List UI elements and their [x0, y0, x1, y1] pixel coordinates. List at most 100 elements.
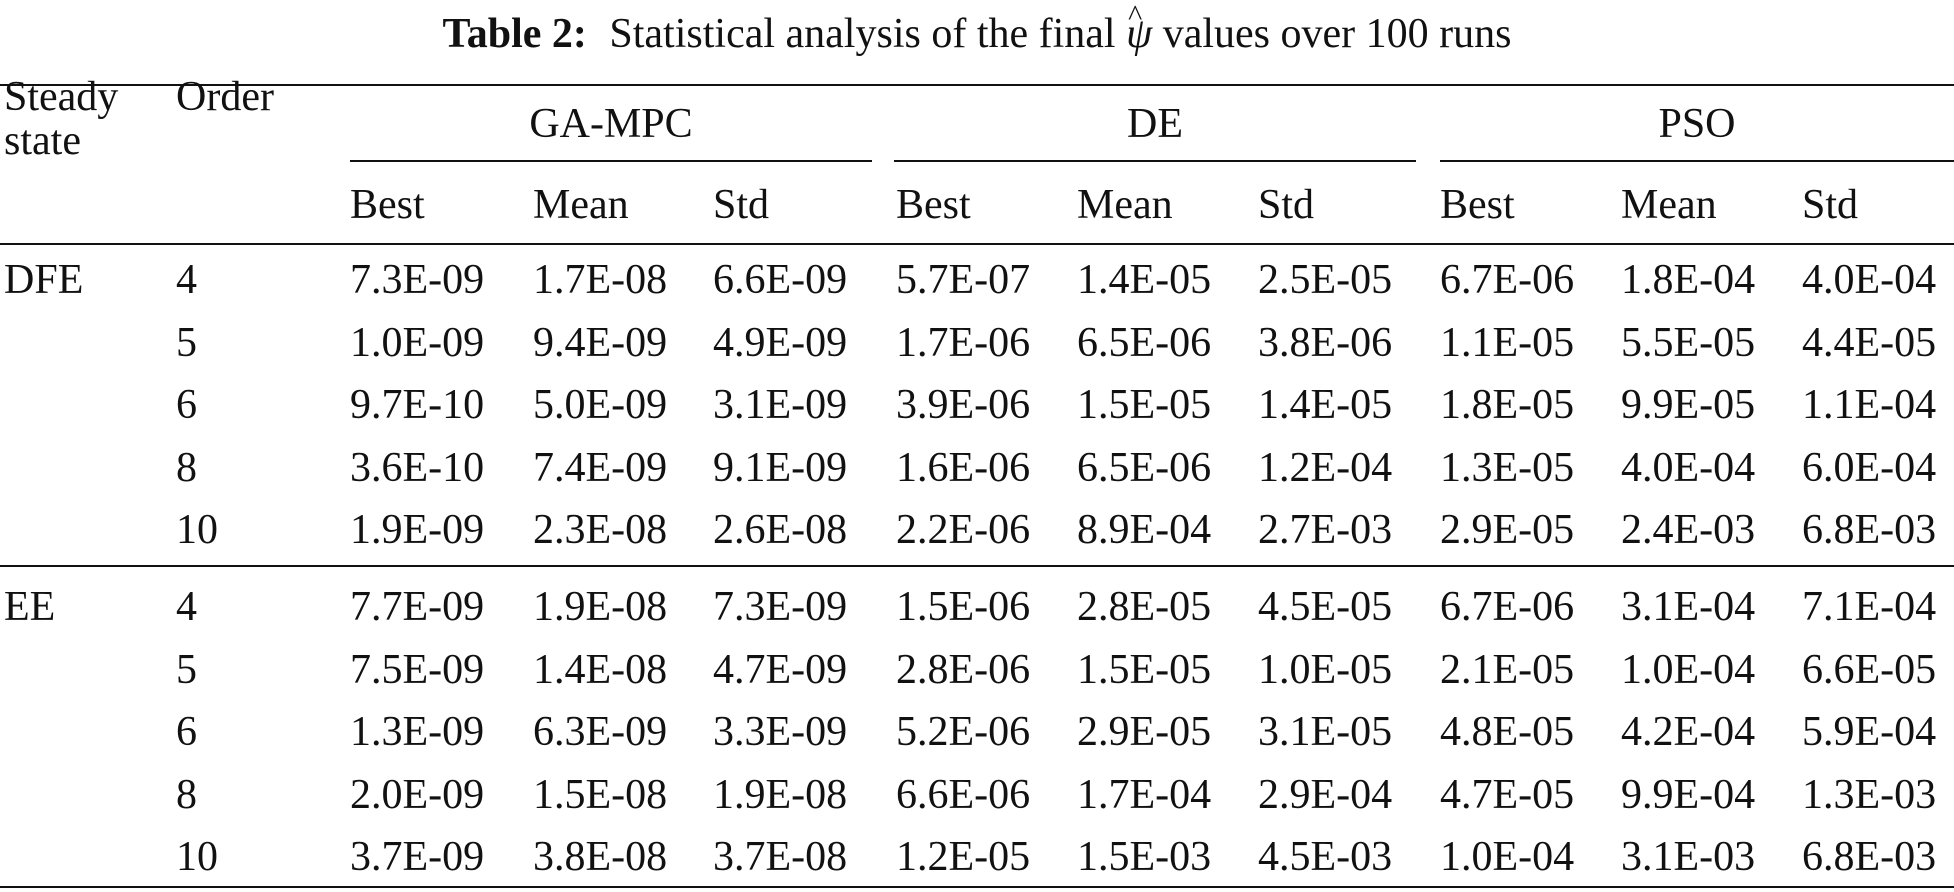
order-cell: 4	[176, 584, 197, 630]
order-cell: 10	[176, 507, 218, 553]
value-cell-ga-mpc-best: 3.6E-10	[350, 445, 485, 491]
order-cell: 4	[176, 257, 197, 303]
group-rule-ga-mpc	[350, 160, 872, 162]
value-cell-pso-best: 4.8E-05	[1440, 709, 1575, 755]
value-cell-de-best: 2.2E-06	[896, 507, 1031, 553]
value-cell-de-mean: 6.5E-06	[1077, 445, 1212, 491]
value-cell-ga-mpc-std: 2.6E-08	[713, 507, 848, 553]
value-cell-pso-mean: 4.2E-04	[1621, 709, 1756, 755]
value-cell-pso-best: 1.1E-05	[1440, 320, 1575, 366]
value-cell-de-mean: 2.8E-05	[1077, 584, 1212, 630]
value-cell-ga-mpc-mean: 1.7E-08	[533, 257, 668, 303]
value-cell-ga-mpc-best: 3.7E-09	[350, 834, 485, 880]
value-cell-ga-mpc-best: 1.3E-09	[350, 709, 485, 755]
value-cell-pso-mean: 3.1E-03	[1621, 834, 1756, 880]
order-cell: 10	[176, 834, 218, 880]
value-cell-ga-mpc-mean: 5.0E-09	[533, 382, 668, 428]
header-order: Order	[176, 74, 274, 120]
caption-text-before: Statistical analysis of the final	[609, 11, 1116, 57]
value-cell-pso-mean: 1.0E-04	[1621, 647, 1756, 693]
value-cell-ga-mpc-std: 9.1E-09	[713, 445, 848, 491]
order-cell: 8	[176, 445, 197, 491]
value-cell-ga-mpc-mean: 6.3E-09	[533, 709, 668, 755]
value-cell-ga-mpc-best: 7.7E-09	[350, 584, 485, 630]
value-cell-ga-mpc-best: 7.5E-09	[350, 647, 485, 693]
group-header-ga-mpc: GA-MPC	[529, 101, 693, 147]
value-cell-pso-std: 4.4E-05	[1802, 320, 1937, 366]
value-cell-ga-mpc-best: 2.0E-09	[350, 772, 485, 818]
value-cell-ga-mpc-mean: 1.5E-08	[533, 772, 668, 818]
value-cell-ga-mpc-std: 3.7E-08	[713, 834, 848, 880]
value-cell-pso-std: 6.8E-03	[1802, 507, 1937, 553]
subheader-mean: Mean	[533, 182, 629, 228]
value-cell-de-mean: 8.9E-04	[1077, 507, 1212, 553]
value-cell-pso-std: 6.8E-03	[1802, 834, 1937, 880]
section-rule	[0, 565, 1954, 567]
group-rule-de	[894, 160, 1416, 162]
value-cell-pso-best: 2.1E-05	[1440, 647, 1575, 693]
value-cell-pso-mean: 2.4E-03	[1621, 507, 1756, 553]
value-cell-pso-std: 6.0E-04	[1802, 445, 1937, 491]
value-cell-ga-mpc-std: 3.3E-09	[713, 709, 848, 755]
value-cell-pso-std: 7.1E-04	[1802, 584, 1937, 630]
value-cell-de-mean: 1.5E-03	[1077, 834, 1212, 880]
value-cell-de-mean: 1.5E-05	[1077, 647, 1212, 693]
group-rule-pso	[1440, 160, 1954, 162]
value-cell-ga-mpc-best: 1.9E-09	[350, 507, 485, 553]
value-cell-de-std: 2.9E-04	[1258, 772, 1393, 818]
value-cell-ga-mpc-mean: 9.4E-09	[533, 320, 668, 366]
value-cell-ga-mpc-mean: 7.4E-09	[533, 445, 668, 491]
value-cell-ga-mpc-mean: 2.3E-08	[533, 507, 668, 553]
value-cell-de-mean: 1.4E-05	[1077, 257, 1212, 303]
value-cell-de-mean: 1.7E-04	[1077, 772, 1212, 818]
table-label: Table 2:	[442, 11, 587, 57]
value-cell-de-best: 5.2E-06	[896, 709, 1031, 755]
value-cell-ga-mpc-mean: 3.8E-08	[533, 834, 668, 880]
value-cell-de-best: 3.9E-06	[896, 382, 1031, 428]
value-cell-de-std: 2.5E-05	[1258, 257, 1393, 303]
subheader-mean: Mean	[1621, 182, 1717, 228]
subheader-std: Std	[1258, 182, 1315, 228]
value-cell-ga-mpc-best: 1.0E-09	[350, 320, 485, 366]
header-steady: Steady	[4, 74, 119, 120]
subheader-best: Best	[350, 182, 425, 228]
value-cell-ga-mpc-std: 3.1E-09	[713, 382, 848, 428]
value-cell-ga-mpc-best: 7.3E-09	[350, 257, 485, 303]
value-cell-de-best: 5.7E-07	[896, 257, 1031, 303]
value-cell-de-std: 4.5E-05	[1258, 584, 1393, 630]
hat-accent: ^	[1128, 0, 1143, 32]
value-cell-de-mean: 2.9E-05	[1077, 709, 1212, 755]
value-cell-de-best: 1.6E-06	[896, 445, 1031, 491]
value-cell-ga-mpc-mean: 1.9E-08	[533, 584, 668, 630]
order-cell: 5	[176, 647, 197, 693]
value-cell-ga-mpc-std: 1.9E-08	[713, 772, 848, 818]
value-cell-ga-mpc-std: 4.9E-09	[713, 320, 848, 366]
value-cell-pso-std: 5.9E-04	[1802, 709, 1937, 755]
steady-state-label: EE	[4, 584, 56, 630]
value-cell-pso-std: 1.1E-04	[1802, 382, 1937, 428]
value-cell-de-mean: 1.5E-05	[1077, 382, 1212, 428]
value-cell-ga-mpc-std: 7.3E-09	[713, 584, 848, 630]
value-cell-de-best: 6.6E-06	[896, 772, 1031, 818]
value-cell-pso-std: 4.0E-04	[1802, 257, 1937, 303]
value-cell-pso-best: 1.3E-05	[1440, 445, 1575, 491]
subheader-mean: Mean	[1077, 182, 1173, 228]
bottom-rule	[0, 886, 1954, 888]
value-cell-pso-mean: 9.9E-05	[1621, 382, 1756, 428]
value-cell-ga-mpc-std: 6.6E-09	[713, 257, 848, 303]
value-cell-pso-mean: 3.1E-04	[1621, 584, 1756, 630]
value-cell-de-best: 1.2E-05	[896, 834, 1031, 880]
group-header-de: DE	[1127, 101, 1183, 147]
value-cell-pso-best: 4.7E-05	[1440, 772, 1575, 818]
value-cell-de-mean: 6.5E-06	[1077, 320, 1212, 366]
value-cell-pso-best: 6.7E-06	[1440, 584, 1575, 630]
value-cell-pso-best: 6.7E-06	[1440, 257, 1575, 303]
subheader-best: Best	[1440, 182, 1515, 228]
caption-text-after: values over 100 runs	[1162, 11, 1512, 57]
order-cell: 6	[176, 709, 197, 755]
value-cell-pso-best: 1.0E-04	[1440, 834, 1575, 880]
group-header-pso: PSO	[1658, 101, 1736, 147]
value-cell-pso-std: 6.6E-05	[1802, 647, 1937, 693]
value-cell-ga-mpc-std: 4.7E-09	[713, 647, 848, 693]
value-cell-de-std: 4.5E-03	[1258, 834, 1393, 880]
